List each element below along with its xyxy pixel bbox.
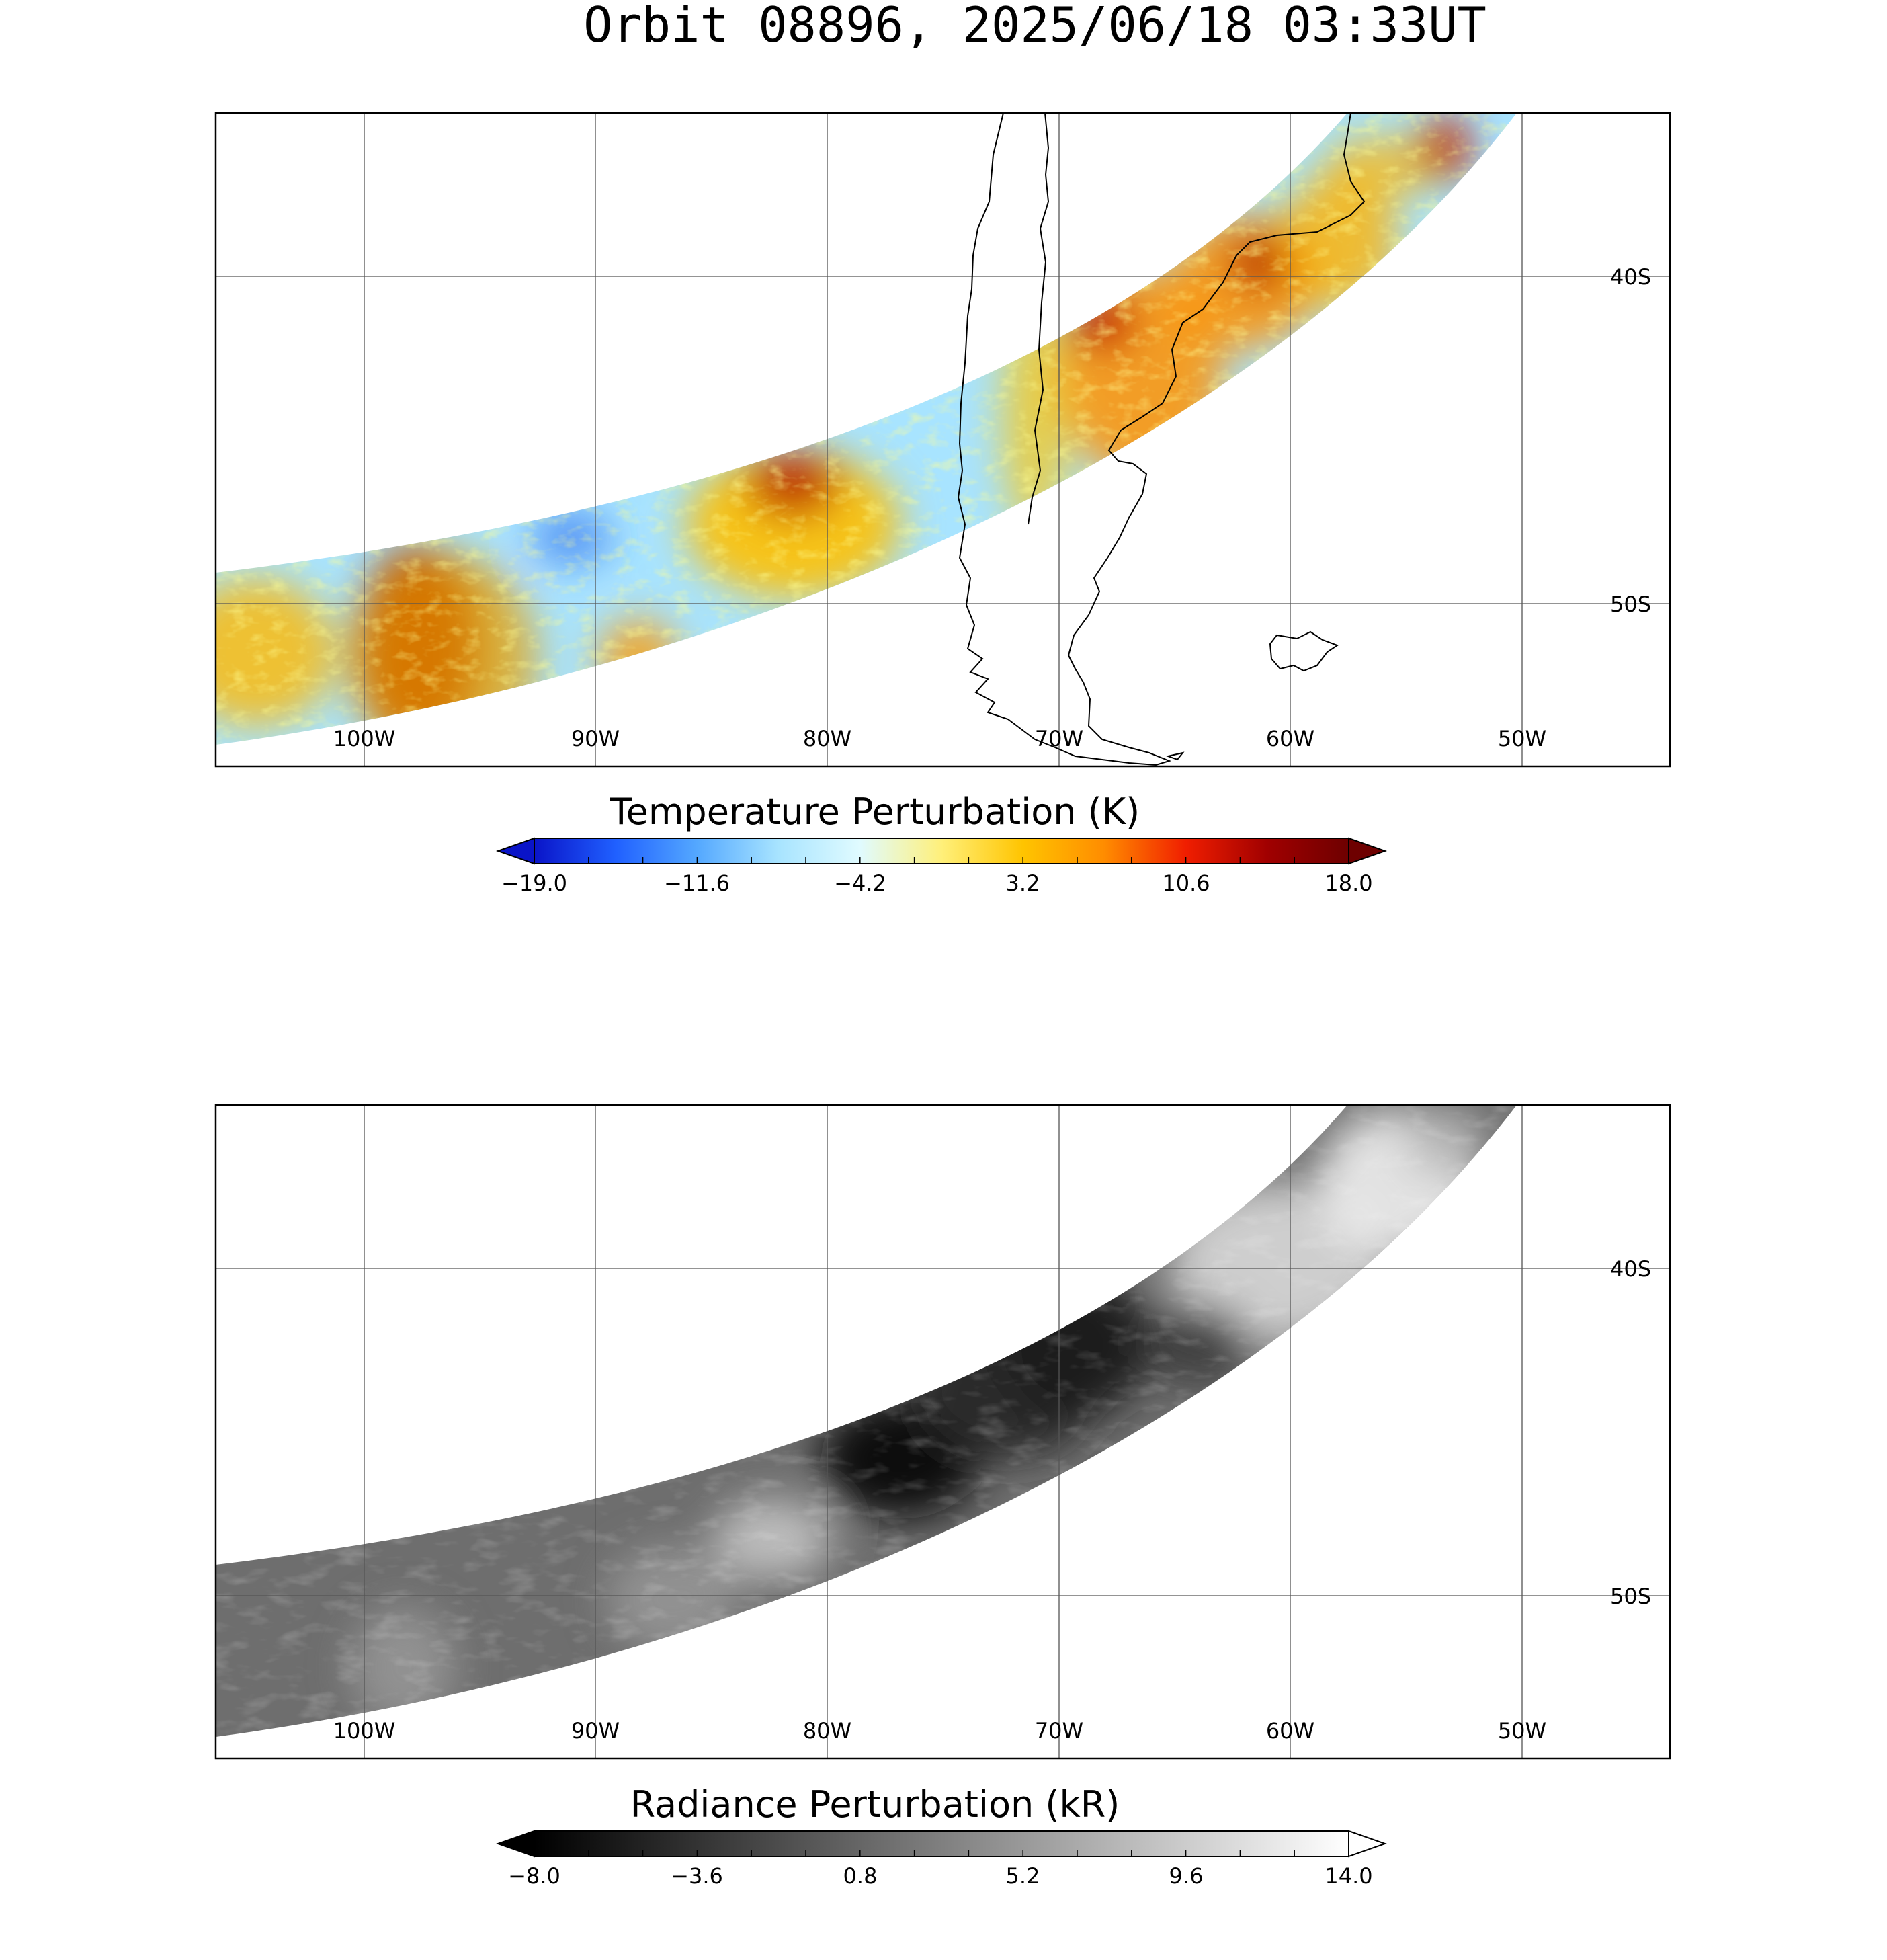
lat-label: 50S bbox=[1610, 1584, 1651, 1609]
lon-label: 90W bbox=[571, 726, 620, 751]
lat-label: 40S bbox=[1610, 1256, 1651, 1282]
lon-label: 50W bbox=[1498, 1718, 1546, 1744]
colorbar-tick-label: 18.0 bbox=[1325, 870, 1372, 896]
lat-label: 40S bbox=[1610, 264, 1651, 290]
temperature-map-grid bbox=[216, 113, 1670, 766]
lon-label: 60W bbox=[1266, 1718, 1314, 1744]
radiance-map-panel: 100W 90W 80W 70W 60W 50W 40S 50S bbox=[214, 1104, 1671, 1760]
colorbar-tick-label: 10.6 bbox=[1162, 870, 1210, 896]
temperature-colorbar: Temperature Perturbation (K) −19.0 −11.6… bbox=[495, 790, 1388, 896]
colorbar-max-arrow bbox=[1348, 1830, 1388, 1858]
colorbar-tick-label: −8.0 bbox=[508, 1863, 560, 1889]
lat-label: 50S bbox=[1610, 591, 1651, 617]
colorbar-max-arrow bbox=[1348, 837, 1388, 865]
colorbar-tick-label: 3.2 bbox=[1006, 870, 1040, 896]
lon-label: 80W bbox=[803, 1718, 851, 1744]
colorbar-tick-label: −11.6 bbox=[664, 870, 730, 896]
radiance-map-grid bbox=[216, 1105, 1670, 1758]
radiance-colorbar-label: Radiance Perturbation (kR) bbox=[630, 1783, 1120, 1826]
temperature-map-frame bbox=[214, 112, 1671, 768]
temperature-colorbar-label: Temperature Perturbation (K) bbox=[610, 790, 1140, 833]
colorbar-tick-label: −4.2 bbox=[834, 870, 886, 896]
colorbar-tick-label: 0.8 bbox=[843, 1863, 878, 1889]
radiance-lat-labels: 40S 50S bbox=[1610, 1256, 1651, 1609]
colorbar-tick-label: 5.2 bbox=[1006, 1863, 1040, 1889]
colorbar-tick-label: −3.6 bbox=[671, 1863, 723, 1889]
radiance-map-frame bbox=[214, 1104, 1671, 1760]
colorbar-min-arrow bbox=[495, 1830, 535, 1858]
lon-label: 60W bbox=[1266, 726, 1314, 751]
lon-label: 100W bbox=[333, 726, 396, 751]
colorbar-tick-label: 14.0 bbox=[1325, 1863, 1372, 1889]
lon-label: 90W bbox=[571, 1718, 620, 1744]
colorbar-tick-label: −19.0 bbox=[501, 870, 567, 896]
lon-label: 70W bbox=[1035, 1718, 1083, 1744]
lon-label: 100W bbox=[333, 1718, 396, 1744]
temperature-lat-labels: 40S 50S bbox=[1610, 264, 1651, 617]
temperature-lon-labels: 100W 90W 80W 70W 60W 50W bbox=[333, 726, 1547, 751]
lon-label: 50W bbox=[1498, 726, 1546, 751]
figure-title: Orbit 08896, 2025/06/18 03:33UT bbox=[583, 0, 1486, 53]
colorbar-min-arrow bbox=[495, 837, 535, 865]
lon-label: 80W bbox=[803, 726, 851, 751]
radiance-colorbar: Radiance Perturbation (kR) −8.0 −3.6 0.8… bbox=[495, 1783, 1388, 1889]
colorbar-tick-label: 9.6 bbox=[1169, 1863, 1204, 1889]
temperature-map-panel: 100W 90W 80W 70W 60W 50W 40S 50S bbox=[214, 112, 1671, 768]
radiance-lon-labels: 100W 90W 80W 70W 60W 50W bbox=[333, 1718, 1547, 1744]
lon-label: 70W bbox=[1035, 726, 1083, 751]
